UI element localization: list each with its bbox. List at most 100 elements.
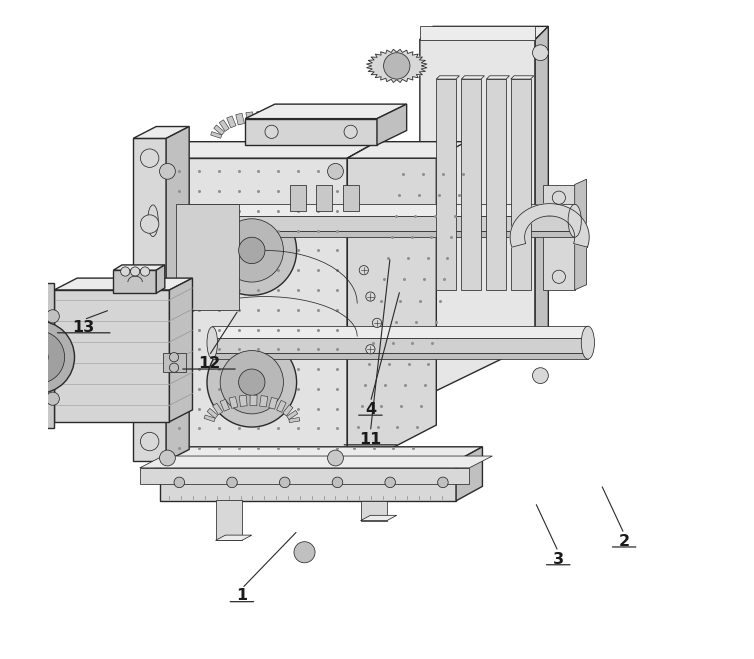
- Polygon shape: [290, 121, 299, 132]
- Polygon shape: [348, 158, 437, 471]
- Polygon shape: [535, 26, 548, 343]
- Polygon shape: [212, 326, 588, 338]
- Circle shape: [280, 477, 290, 488]
- Circle shape: [7, 310, 20, 323]
- Circle shape: [265, 125, 278, 138]
- Polygon shape: [351, 115, 370, 127]
- Polygon shape: [166, 127, 189, 461]
- Circle shape: [552, 270, 566, 283]
- Circle shape: [46, 392, 60, 405]
- Polygon shape: [204, 415, 215, 422]
- Circle shape: [12, 331, 65, 384]
- Polygon shape: [360, 501, 387, 521]
- Circle shape: [140, 432, 159, 451]
- Polygon shape: [338, 107, 406, 112]
- Polygon shape: [348, 142, 377, 471]
- Text: 13: 13: [72, 320, 95, 335]
- Polygon shape: [213, 125, 225, 135]
- Circle shape: [532, 45, 548, 61]
- Circle shape: [160, 450, 176, 466]
- Polygon shape: [575, 179, 587, 290]
- Circle shape: [130, 267, 139, 276]
- Polygon shape: [227, 116, 236, 128]
- Circle shape: [220, 219, 284, 282]
- Polygon shape: [420, 40, 535, 399]
- Polygon shape: [287, 411, 298, 420]
- Polygon shape: [156, 265, 165, 293]
- Polygon shape: [296, 134, 306, 139]
- Circle shape: [552, 191, 566, 204]
- Polygon shape: [437, 79, 456, 290]
- Polygon shape: [486, 76, 510, 79]
- Polygon shape: [289, 418, 300, 422]
- Polygon shape: [461, 76, 484, 79]
- Circle shape: [227, 477, 238, 488]
- Polygon shape: [317, 185, 333, 211]
- Circle shape: [327, 450, 343, 466]
- Polygon shape: [163, 353, 186, 372]
- Text: 4: 4: [365, 402, 376, 417]
- Polygon shape: [277, 401, 286, 413]
- Polygon shape: [160, 461, 456, 501]
- Text: 3: 3: [553, 552, 564, 567]
- Text: 11: 11: [360, 432, 382, 447]
- Polygon shape: [256, 112, 264, 123]
- Polygon shape: [153, 231, 575, 237]
- Polygon shape: [212, 353, 588, 359]
- Polygon shape: [207, 409, 218, 418]
- Polygon shape: [246, 112, 254, 123]
- Circle shape: [294, 542, 315, 563]
- Circle shape: [140, 267, 149, 276]
- Polygon shape: [283, 405, 293, 416]
- Polygon shape: [510, 204, 589, 247]
- Circle shape: [207, 206, 296, 295]
- Polygon shape: [284, 117, 293, 129]
- Polygon shape: [210, 132, 222, 138]
- Polygon shape: [259, 395, 268, 407]
- Polygon shape: [212, 338, 588, 353]
- Polygon shape: [133, 127, 189, 138]
- Circle shape: [366, 292, 375, 301]
- Polygon shape: [268, 397, 277, 409]
- Polygon shape: [156, 142, 377, 158]
- Polygon shape: [160, 447, 483, 461]
- Polygon shape: [54, 290, 170, 422]
- Circle shape: [170, 363, 179, 372]
- Circle shape: [29, 347, 48, 367]
- Polygon shape: [437, 76, 459, 79]
- Circle shape: [333, 477, 343, 488]
- Polygon shape: [486, 79, 506, 290]
- Polygon shape: [153, 204, 575, 216]
- Polygon shape: [176, 204, 238, 310]
- Polygon shape: [338, 112, 397, 132]
- Polygon shape: [366, 49, 427, 82]
- Polygon shape: [266, 112, 274, 124]
- Polygon shape: [216, 535, 252, 540]
- Circle shape: [238, 369, 265, 395]
- Circle shape: [220, 351, 284, 414]
- Circle shape: [2, 321, 75, 393]
- Circle shape: [174, 477, 185, 488]
- Polygon shape: [216, 500, 242, 540]
- Polygon shape: [510, 76, 534, 79]
- Ellipse shape: [148, 205, 158, 237]
- Polygon shape: [113, 270, 156, 293]
- Polygon shape: [113, 265, 165, 270]
- Polygon shape: [461, 79, 481, 290]
- Circle shape: [46, 310, 60, 323]
- Circle shape: [344, 125, 357, 138]
- Polygon shape: [360, 515, 397, 521]
- Circle shape: [327, 163, 343, 179]
- Circle shape: [121, 267, 130, 276]
- Circle shape: [160, 163, 176, 179]
- Text: 12: 12: [198, 356, 220, 371]
- Polygon shape: [219, 120, 229, 131]
- Polygon shape: [420, 26, 548, 40]
- Polygon shape: [420, 26, 535, 40]
- Polygon shape: [250, 395, 257, 406]
- Circle shape: [207, 337, 296, 427]
- Polygon shape: [348, 142, 466, 158]
- Circle shape: [7, 392, 20, 405]
- Polygon shape: [510, 79, 531, 290]
- Polygon shape: [220, 399, 229, 411]
